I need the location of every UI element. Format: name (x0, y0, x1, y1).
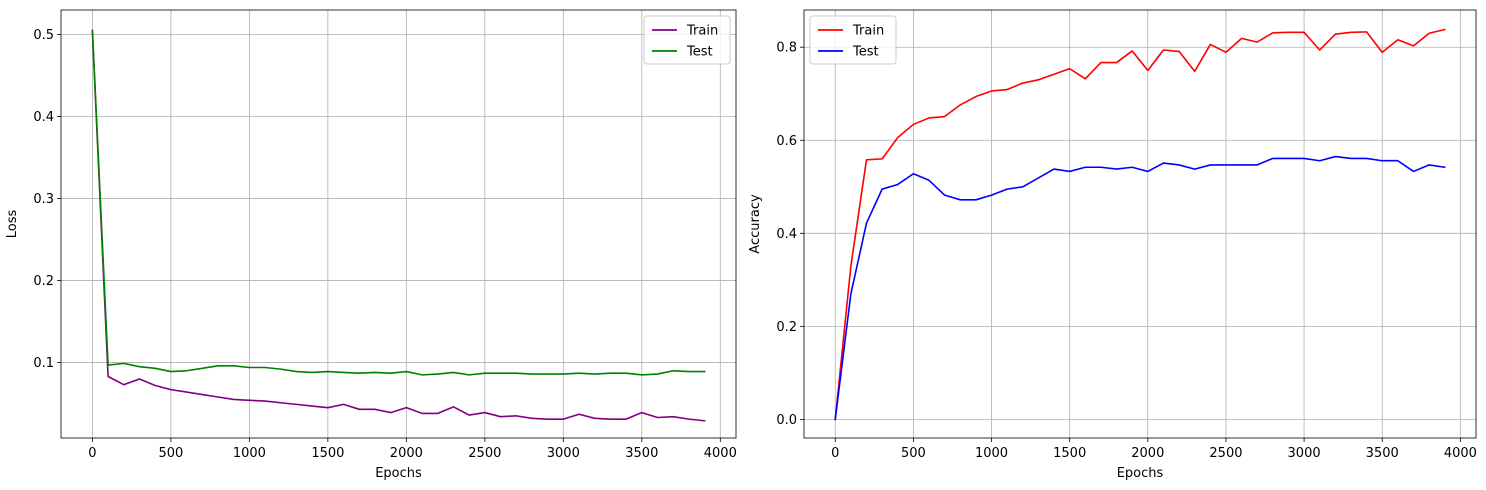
accuracy-chart-x-tick-label: 500 (901, 446, 926, 461)
loss-chart-series-test-line (91, 29, 706, 376)
accuracy-chart-legend-label-test: Test (852, 45, 879, 60)
accuracy-chart: 0 500 1000 1500 2000 2500 3000 3500 4000 0.0 0.2 0.… (748, 9, 1477, 481)
accuracy-chart-x-tick-label: 0 (831, 446, 839, 461)
loss-chart-x-tick-label: 500 (158, 446, 183, 461)
loss-chart-x-axis-label: Epochs (375, 466, 422, 481)
loss-chart-y-axis-label: Loss (5, 210, 20, 239)
loss-chart-legend: Train Test (643, 15, 731, 65)
accuracy-chart-series-test-line (834, 155, 1446, 421)
accuracy-chart-legend: Train Test (809, 15, 897, 65)
loss-chart-legend-label-test: Test (686, 45, 713, 60)
accuracy-chart-x-tick-label: 3000 (1288, 446, 1321, 461)
accuracy-chart-x-tick-label: 2500 (1209, 446, 1242, 461)
loss-chart-y-tick-label: 0.4 (33, 110, 54, 125)
loss-chart-x-tick-label: 0 (88, 446, 96, 461)
loss-chart-legend-label-train: Train (686, 24, 718, 39)
accuracy-chart-x-tick-label: 1000 (975, 446, 1008, 461)
loss-chart-y-tick-label: 0.2 (33, 274, 54, 289)
loss-chart-legend-box (643, 15, 731, 65)
loss-chart-x-tick-label: 1000 (233, 446, 266, 461)
accuracy-chart-legend-label-train: Train (852, 24, 884, 39)
loss-chart-y-tick-label: 0.5 (33, 28, 54, 43)
loss-chart-ticks: 0 500 1000 1500 2000 2500 3000 3500 4000 0.1 0.2 0.… (33, 28, 737, 461)
accuracy-chart-legend-box (809, 15, 897, 65)
accuracy-chart-series-train-line (834, 28, 1446, 421)
accuracy-chart-y-tick-label: 0.2 (776, 320, 797, 335)
accuracy-chart-y-tick-label: 0.4 (776, 227, 797, 242)
accuracy-chart-ticks: 0 500 1000 1500 2000 2500 3000 3500 4000 0.0 0.2 0.… (776, 41, 1477, 461)
loss-chart-x-tick-label: 3500 (625, 446, 658, 461)
accuracy-chart-y-tick-label: 0.6 (776, 134, 797, 149)
loss-chart-x-tick-label: 1500 (311, 446, 344, 461)
loss-chart-x-tick-label: 2500 (468, 446, 501, 461)
accuracy-chart-x-axis-label: Epochs (1117, 466, 1164, 481)
loss-chart-y-tick-label: 0.3 (33, 192, 54, 207)
loss-chart-x-tick-label: 4000 (704, 446, 737, 461)
loss-chart-frame (60, 9, 737, 439)
accuracy-chart-y-axis-label: Accuracy (748, 194, 763, 254)
accuracy-chart-grid (804, 10, 1476, 438)
accuracy-chart-x-tick-label: 2000 (1131, 446, 1164, 461)
accuracy-chart-x-tick-label: 1500 (1053, 446, 1086, 461)
accuracy-chart-series (834, 28, 1446, 421)
loss-chart-x-tick-label: 2000 (390, 446, 423, 461)
accuracy-chart-y-tick-label: 0.0 (776, 413, 797, 428)
accuracy-chart-y-tick-label: 0.8 (776, 41, 797, 56)
accuracy-chart-x-tick-label: 3500 (1366, 446, 1399, 461)
loss-chart-y-tick-label: 0.1 (33, 356, 54, 371)
loss-chart-grid (61, 10, 736, 438)
loss-chart-x-tick-label: 3000 (547, 446, 580, 461)
loss-chart: 0 500 1000 1500 2000 2500 3000 3500 4000 0.1 0.2 0.… (5, 9, 737, 481)
loss-chart-series (91, 29, 706, 422)
accuracy-chart-frame (803, 9, 1477, 439)
accuracy-chart-x-tick-label: 4000 (1444, 446, 1477, 461)
loss-chart-series-train-line (91, 29, 706, 422)
